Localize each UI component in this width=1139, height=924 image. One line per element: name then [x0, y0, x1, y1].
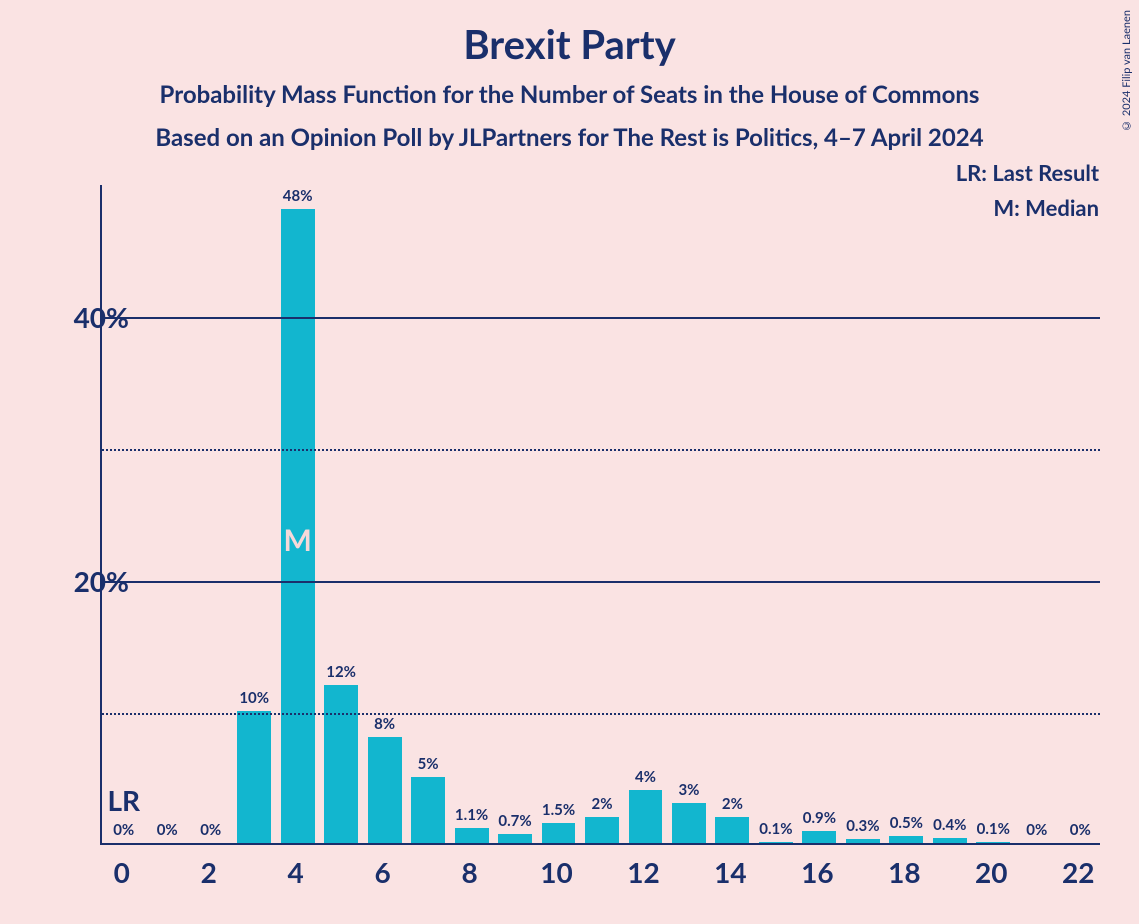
x-axis-label: 18	[888, 855, 920, 889]
bar-value-label: 4%	[635, 768, 656, 786]
bar-value-label: 0.4%	[933, 816, 966, 834]
bar-value-label: 2%	[592, 795, 613, 813]
bar	[498, 834, 532, 843]
bar-value-label: 0%	[1026, 821, 1047, 839]
bar	[629, 790, 663, 843]
bar-value-label: 1.5%	[542, 801, 575, 819]
x-axis-label: 8	[461, 855, 477, 889]
bar-value-label: 0.3%	[846, 817, 879, 835]
y-axis-label: 20%	[74, 564, 129, 598]
bar-value-label: 0.7%	[498, 812, 531, 830]
median-marker: M	[283, 522, 311, 558]
bar	[933, 838, 967, 843]
bar-value-label: 12%	[326, 663, 356, 681]
bar-value-label: 0.1%	[759, 820, 792, 838]
bar	[542, 823, 576, 843]
bar	[585, 817, 619, 843]
x-axis-label: 20	[975, 855, 1007, 889]
bar	[455, 828, 489, 843]
x-axis-label: 12	[627, 855, 659, 889]
bar	[846, 839, 880, 843]
bar	[672, 803, 706, 843]
gridline-major	[102, 317, 1100, 319]
bar-value-label: 0%	[200, 821, 221, 839]
bar	[368, 737, 402, 843]
x-axis-label: 6	[374, 855, 390, 889]
bar-value-label: 0%	[1070, 821, 1091, 839]
x-axis-label: 16	[801, 855, 833, 889]
gridline-minor	[102, 449, 1100, 451]
bar	[802, 831, 836, 843]
bar-value-label: 2%	[722, 795, 743, 813]
x-axis-label: 22	[1062, 855, 1094, 889]
last-result-marker: LR	[107, 783, 140, 817]
bar-value-label: 3%	[678, 781, 699, 799]
gridline-major	[102, 581, 1100, 583]
gridline-minor	[102, 713, 1100, 715]
bar-value-label: 0.5%	[890, 814, 923, 832]
bar-value-label: 10%	[239, 689, 269, 707]
bar-value-label: 48%	[283, 187, 313, 205]
bar-value-label: 0.9%	[803, 809, 836, 827]
bar	[759, 842, 793, 843]
bar	[237, 711, 271, 843]
bar-value-label: 0%	[157, 821, 178, 839]
bar	[889, 836, 923, 843]
copyright-text: © 2024 Filip van Laenen	[1120, 10, 1133, 132]
chart-subtitle-2: Based on an Opinion Poll by JLPartners f…	[0, 123, 1139, 152]
bar-value-label: 0%	[113, 821, 134, 839]
bar-value-label: 1.1%	[455, 806, 488, 824]
x-axis-label: 4	[288, 855, 304, 889]
bar-value-label: 5%	[418, 755, 439, 773]
bar	[976, 842, 1010, 843]
x-axis-label: 14	[714, 855, 746, 889]
bars-container: 0% 0% 0% 10% 48% 12% 8% 5% 1.1% 0.7% 1.5% 2% 4% 3% 2% 0…	[102, 185, 1100, 843]
bar	[324, 685, 358, 843]
bar	[715, 817, 749, 843]
x-axis-label: 0	[114, 855, 130, 889]
plot-area: 0% 0% 0% 10% 48% 12% 8% 5% 1.1% 0.7% 1.5% 2% 4% 3% 2% 0…	[100, 185, 1100, 845]
chart-title: Brexit Party	[0, 0, 1139, 68]
bar-value-label: 8%	[374, 715, 395, 733]
bar-value-label: 0.1%	[977, 820, 1010, 838]
x-axis-label: 2	[201, 855, 217, 889]
x-axis-label: 10	[540, 855, 572, 889]
bar	[411, 777, 445, 843]
chart-subtitle-1: Probability Mass Function for the Number…	[0, 80, 1139, 109]
y-axis-label: 40%	[74, 300, 129, 334]
